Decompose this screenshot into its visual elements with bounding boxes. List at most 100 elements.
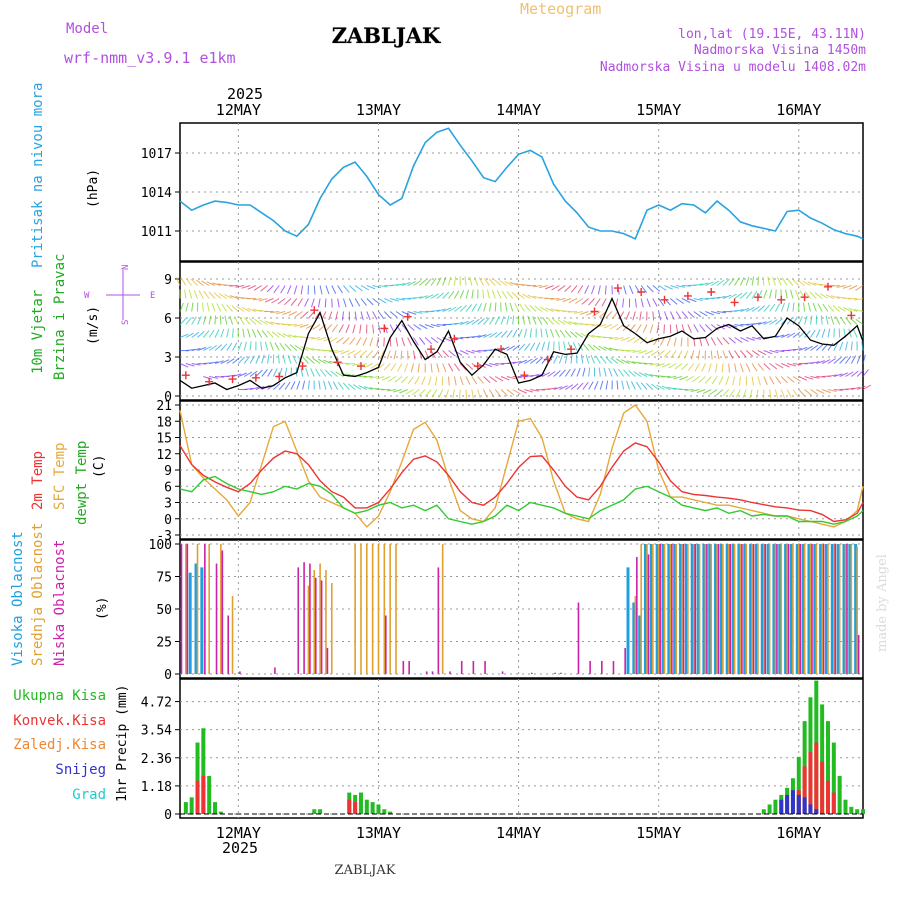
wind-barb — [565, 384, 574, 390]
wind-barb — [850, 355, 857, 364]
conv-precip-bar — [353, 802, 358, 814]
wind-barb — [209, 361, 219, 364]
wind-barb — [792, 316, 798, 325]
wind-barb — [751, 363, 758, 372]
wind-barb — [373, 350, 379, 359]
wind-barb — [252, 298, 262, 301]
wind-barb — [769, 319, 778, 325]
wind-barb — [494, 316, 500, 325]
wind-barb — [786, 332, 796, 338]
wind-ytick-label: 3 — [164, 351, 172, 366]
wind-barb — [264, 320, 274, 325]
wind-barb — [254, 318, 263, 325]
wind-barb — [627, 337, 636, 343]
wind-barb — [588, 367, 591, 377]
wind-barb — [255, 355, 260, 364]
wind-barb — [249, 386, 259, 390]
wind-barb — [278, 382, 286, 390]
wind-gust-marker — [205, 377, 214, 386]
wind-barb — [261, 329, 268, 338]
wind-barb — [592, 344, 601, 351]
wind-barb — [640, 298, 644, 308]
wind-gust-marker — [356, 362, 365, 371]
wind-barb — [284, 367, 288, 377]
wind-barb — [459, 376, 464, 386]
wind-barb — [559, 329, 566, 338]
wind-barb — [734, 363, 737, 373]
wind-barb — [638, 371, 648, 377]
wind-barb — [798, 346, 808, 351]
wind-barb — [221, 303, 228, 312]
wind-barb — [559, 369, 566, 377]
wind-barb — [241, 306, 251, 312]
wind-barb — [452, 389, 455, 399]
wind-barb — [226, 304, 233, 312]
wind-barb — [774, 303, 781, 312]
legend-total-precip: Ukupna Kisa — [13, 688, 106, 704]
wind-barb — [509, 302, 514, 312]
wind-barb — [711, 296, 721, 299]
wind-barb — [327, 381, 333, 390]
wind-gust-marker — [380, 324, 389, 333]
wind-barb — [242, 328, 245, 338]
wind-barb — [395, 283, 405, 286]
wind-barb — [401, 376, 409, 384]
wind-barb — [832, 305, 840, 312]
wind-barb — [419, 279, 427, 286]
wind-barb — [345, 324, 350, 333]
wind-barb — [804, 315, 808, 325]
wind-barb — [185, 278, 193, 286]
wind-barb — [201, 280, 210, 286]
wind-barb — [643, 363, 653, 365]
wind-barb — [769, 289, 772, 299]
wind-barb — [360, 298, 367, 306]
wind-barb — [278, 354, 280, 364]
wind-barb — [483, 302, 487, 312]
year-bottom: 2025 — [222, 839, 258, 857]
wind-gust-marker — [567, 345, 576, 354]
wind-barb — [797, 279, 805, 286]
wind-gust-marker — [543, 355, 552, 364]
wind-barb — [273, 285, 280, 294]
wind-barb — [321, 311, 327, 320]
wind-barb — [413, 324, 422, 331]
wind-barb — [335, 371, 344, 377]
wind-barb — [716, 295, 726, 299]
wind-barb — [740, 350, 747, 358]
wind-barb — [687, 298, 697, 303]
wind-barb — [459, 350, 469, 355]
wind-barb — [780, 302, 785, 312]
temperature-ytick-label: 9 — [164, 464, 172, 479]
wind-barb — [670, 350, 677, 359]
wind-barb — [488, 278, 496, 286]
pressure-panel: 10111014101712MAY13MAY14MAY15MAY16MAY17M… — [141, 101, 864, 262]
wind-barb — [471, 350, 481, 353]
wind-barb — [247, 307, 257, 312]
wind-barb — [323, 359, 332, 364]
wind-barb — [384, 298, 393, 303]
wind-barb — [749, 389, 753, 399]
wind-barb — [740, 324, 750, 326]
total-precip-bar — [189, 797, 194, 814]
wind-barb — [304, 298, 309, 307]
wind-barb — [229, 315, 234, 325]
wind-barb — [202, 315, 207, 325]
conv-precip-bar — [195, 780, 200, 814]
wind-barb — [389, 311, 398, 318]
wind-gust-marker — [181, 371, 190, 380]
wind-barb — [379, 350, 385, 359]
wind-gust-marker — [707, 288, 716, 296]
wind-barb — [411, 389, 420, 396]
wind-barb — [694, 363, 700, 372]
total-precip-bar — [218, 811, 223, 814]
wind-barb — [821, 359, 831, 364]
wind-barb — [305, 346, 315, 351]
wind-ylabel-1: 10m Vjetar — [30, 290, 46, 374]
wind-barb — [739, 363, 744, 373]
wind-barb — [516, 292, 525, 299]
wind-barb — [243, 341, 247, 351]
wind-barb — [646, 298, 651, 308]
wind-barb — [395, 337, 399, 347]
wind-barb — [739, 376, 741, 386]
wind-barb — [352, 363, 362, 366]
